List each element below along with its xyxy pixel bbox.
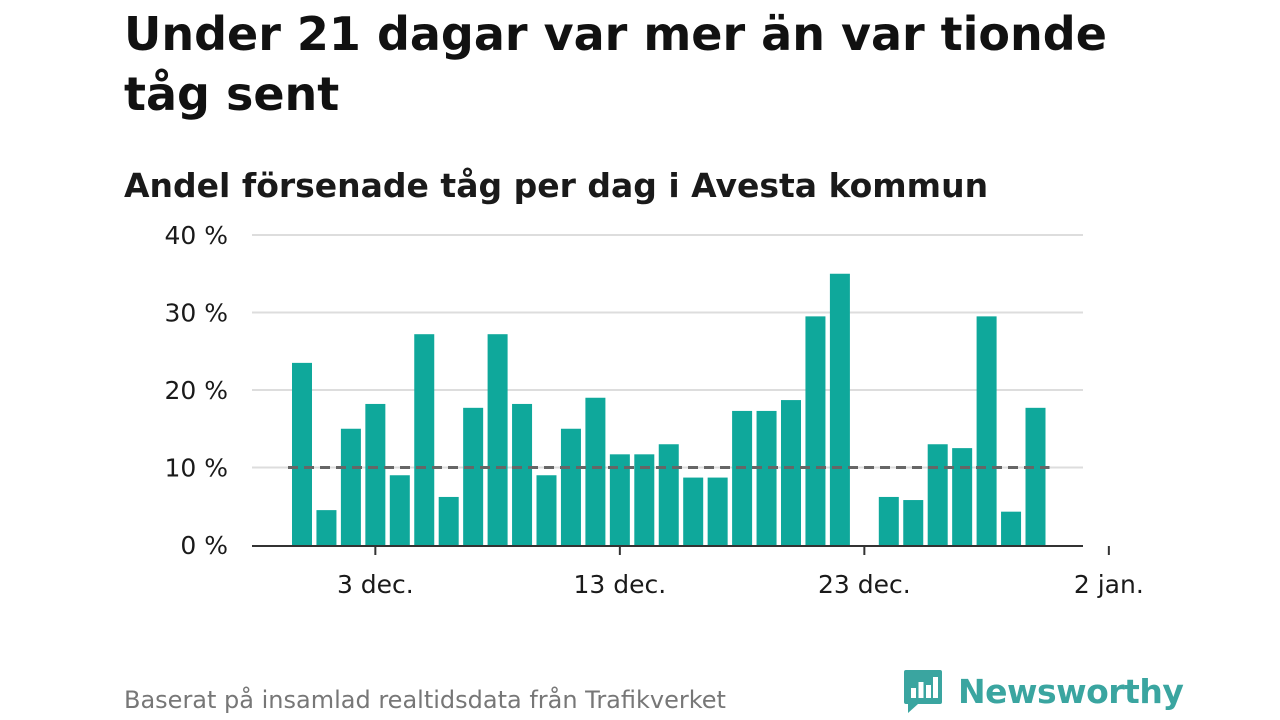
bar xyxy=(340,428,361,545)
x-tick-label: 2 jan. xyxy=(1074,570,1144,599)
x-tick-label: 13 dec. xyxy=(573,570,666,599)
brand-name: Newsworthy xyxy=(958,671,1184,711)
y-tick-label: 0 % xyxy=(180,531,228,560)
bar xyxy=(438,496,459,545)
brand-logo[interactable]: Newsworthy xyxy=(902,668,1184,714)
y-tick-label: 20 % xyxy=(164,376,228,405)
y-tick-label: 30 % xyxy=(164,299,228,328)
bar xyxy=(658,444,679,545)
bar xyxy=(365,403,386,545)
bar xyxy=(683,477,704,545)
bar xyxy=(512,403,533,545)
newsworthy-logo-icon xyxy=(904,670,942,713)
bars xyxy=(292,273,1046,545)
bar xyxy=(463,407,484,545)
bar xyxy=(829,273,850,545)
bar xyxy=(878,496,899,545)
x-tick-label: 23 dec. xyxy=(818,570,911,599)
bar xyxy=(536,475,557,545)
bar xyxy=(805,316,826,545)
bar xyxy=(781,400,801,545)
bar xyxy=(1001,511,1022,545)
bar xyxy=(903,500,924,545)
x-axis: 3 dec. 13 dec. 23 dec. 2 jan. xyxy=(252,545,1144,599)
bar-chart: 0 % 10 % 20 % 30 % 40 % 3 dec. 13 dec. 23 dec.… xyxy=(164,221,1144,599)
bar xyxy=(389,475,410,545)
bar xyxy=(292,362,312,545)
y-axis-labels: 0 % 10 % 20 % 30 % 40 % xyxy=(164,221,228,560)
bar xyxy=(976,316,997,545)
bar xyxy=(732,410,753,545)
chart-title: Under 21 dagar var mer än var tionde tåg… xyxy=(124,7,1107,121)
bar xyxy=(952,448,973,545)
bar xyxy=(560,428,581,545)
bar xyxy=(707,477,728,545)
bar xyxy=(634,454,655,545)
bar xyxy=(487,334,508,545)
bar xyxy=(609,454,630,545)
y-tick-label: 10 % xyxy=(164,454,228,483)
bar xyxy=(927,444,948,545)
bar xyxy=(1025,407,1046,545)
chart-subtitle: Andel försenade tåg per dag i Avesta kom… xyxy=(124,166,989,205)
x-tick-label: 3 dec. xyxy=(337,570,414,599)
bar xyxy=(316,510,337,545)
bar xyxy=(585,397,606,545)
bar xyxy=(414,334,435,545)
y-tick-label: 40 % xyxy=(164,221,228,250)
source-note: Baserat på insamlad realtidsdata från Tr… xyxy=(124,686,726,714)
bar xyxy=(756,410,777,545)
